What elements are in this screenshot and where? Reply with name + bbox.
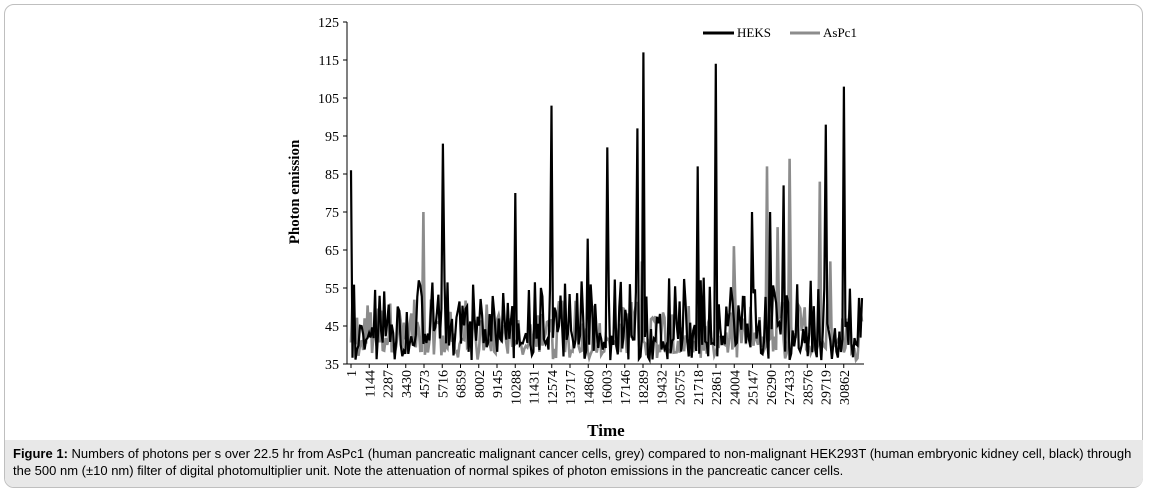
x-tick-label: 14860	[582, 370, 597, 405]
x-tick-label: 22861	[710, 370, 725, 405]
x-tick-label: 5716	[436, 370, 451, 398]
x-tick-label: 28576	[801, 370, 816, 405]
series-line-heks	[349, 52, 864, 364]
y-tick-label: 95	[325, 130, 339, 145]
legend: HEKS AsPc1	[703, 25, 857, 40]
x-tick-label: 19432	[655, 370, 670, 405]
x-tick-label: 20575	[674, 370, 689, 405]
legend-label-heks: HEKS	[737, 25, 771, 40]
x-tick-label: 24004	[728, 370, 743, 405]
figure-frame	[4, 4, 1143, 488]
x-tick-label: 9145	[491, 370, 506, 398]
x-axis-ticks: 1 1144 2287 3430 4573 5716 6859 8002 9145 10288 11…	[345, 364, 853, 405]
x-tick-label: 12574	[546, 370, 561, 405]
x-tick-label: 16003	[601, 370, 616, 405]
y-tick-label: 105	[318, 92, 339, 107]
x-tick-label: 10288	[509, 370, 524, 405]
y-tick-label: 75	[325, 206, 339, 221]
legend-label-aspc1: AsPc1	[823, 25, 857, 40]
figure-caption: Figure 1: Numbers of photons per s over …	[5, 440, 1143, 487]
x-tick-label: 1	[345, 370, 360, 377]
y-axis-title: Photon emission	[287, 139, 303, 244]
x-tick-label: 3430	[400, 370, 415, 398]
x-tick-label: 17146	[619, 370, 634, 405]
photon-emission-chart: 35 45 55 65 75 85 95 105 115 125 1 1144 2287 3430 457…	[287, 16, 864, 440]
x-tick-label: 6859	[455, 370, 470, 398]
y-tick-label: 35	[325, 358, 339, 373]
x-tick-label: 1144	[363, 370, 378, 397]
x-tick-label: 25147	[747, 370, 762, 405]
x-tick-label: 11431	[528, 370, 543, 404]
x-tick-label: 21718	[692, 370, 707, 405]
x-tick-label: 29719	[820, 370, 835, 405]
x-tick-label: 8002	[473, 370, 488, 398]
x-tick-label: 4573	[418, 370, 433, 398]
x-tick-label: 27433	[783, 370, 798, 405]
x-tick-label: 30862	[838, 370, 853, 405]
x-tick-label: 2287	[382, 370, 397, 398]
caption-label: Figure 1:	[13, 446, 68, 461]
x-tick-label: 18289	[637, 370, 652, 405]
y-axis-ticks: 35 45 55 65 75 85 95 105 115 125	[318, 16, 347, 373]
y-tick-label: 125	[318, 16, 339, 31]
plot-area	[349, 52, 864, 364]
x-axis-title: Time	[587, 421, 625, 440]
x-tick-label: 26290	[765, 370, 780, 405]
y-tick-label: 65	[325, 244, 339, 259]
y-tick-label: 45	[325, 320, 339, 335]
x-tick-label: 13717	[564, 370, 579, 405]
y-tick-label: 55	[325, 282, 339, 297]
caption-text: Numbers of photons per s over 22.5 hr fr…	[13, 446, 1132, 478]
y-tick-label: 115	[319, 54, 339, 69]
y-tick-label: 85	[325, 168, 339, 183]
